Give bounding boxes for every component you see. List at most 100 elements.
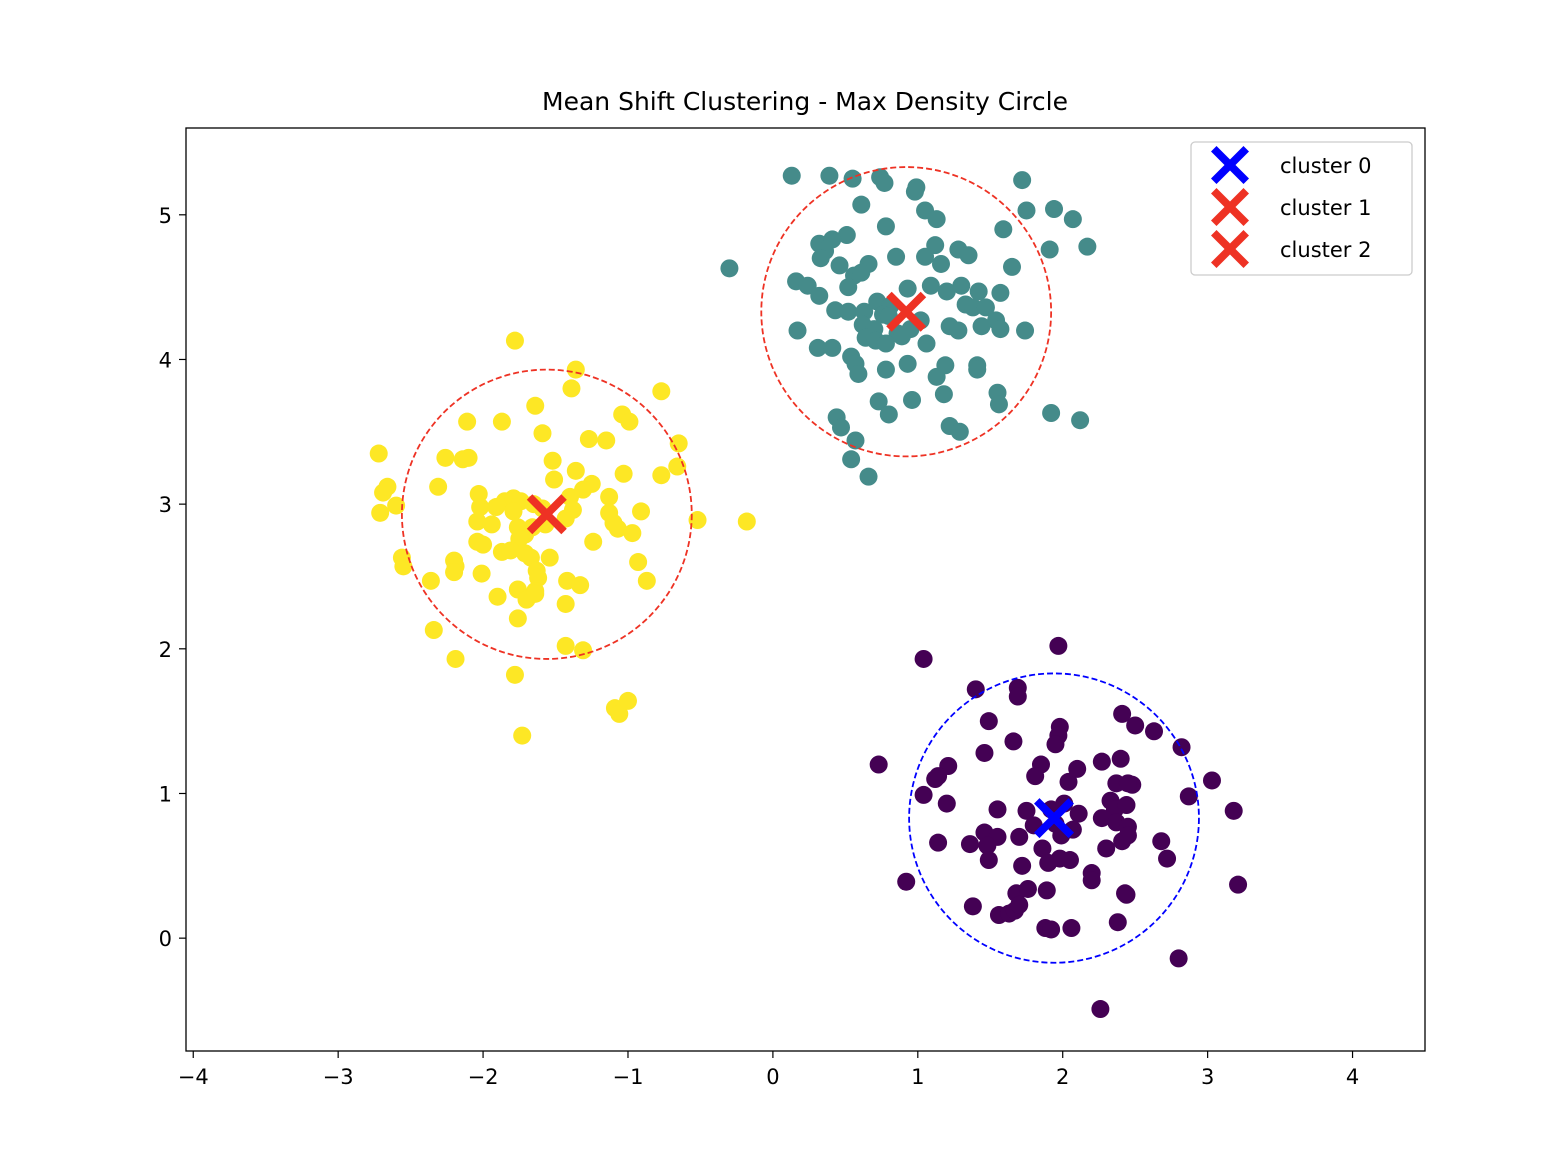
data-point xyxy=(897,872,916,891)
legend-label: cluster 1 xyxy=(1280,196,1371,220)
data-point xyxy=(1229,875,1248,894)
data-point xyxy=(597,431,616,450)
data-point xyxy=(950,422,969,441)
data-point xyxy=(1033,839,1052,858)
data-point xyxy=(907,178,926,197)
x-tick-label: 4 xyxy=(1346,1065,1359,1089)
data-point xyxy=(949,321,968,340)
data-point xyxy=(1013,856,1032,875)
data-point xyxy=(446,649,465,668)
data-point xyxy=(556,594,575,613)
data-point xyxy=(820,166,839,185)
data-point xyxy=(1078,237,1097,256)
data-point xyxy=(1010,895,1029,914)
data-point xyxy=(1097,839,1116,858)
data-point xyxy=(720,259,739,278)
legend-marker xyxy=(1211,146,1249,184)
data-point xyxy=(468,512,487,531)
legend-marker xyxy=(1211,188,1249,226)
data-point xyxy=(1037,881,1056,900)
data-point xyxy=(688,511,707,530)
data-point xyxy=(788,321,807,340)
data-point xyxy=(1068,759,1087,778)
data-point xyxy=(855,302,874,321)
legend-marker xyxy=(1211,230,1249,268)
data-point xyxy=(989,395,1008,414)
data-point xyxy=(471,498,490,517)
data-point xyxy=(574,480,593,499)
x-tick-label: 2 xyxy=(1056,1065,1069,1089)
legend-label: cluster 2 xyxy=(1280,238,1371,262)
y-tick-label: 1 xyxy=(159,782,172,806)
data-point xyxy=(937,794,956,813)
legend-label: cluster 0 xyxy=(1280,154,1371,178)
density-circle xyxy=(760,166,1053,458)
data-point xyxy=(929,833,948,852)
data-point xyxy=(1108,913,1127,932)
data-point xyxy=(875,173,894,192)
cluster-center-marker xyxy=(1034,798,1074,839)
y-tick-label: 4 xyxy=(159,348,172,372)
data-point xyxy=(917,334,936,353)
data-point xyxy=(975,743,994,762)
data-point xyxy=(488,587,507,606)
data-point xyxy=(556,636,575,655)
data-point xyxy=(429,477,448,496)
data-point xyxy=(927,367,946,386)
data-point xyxy=(474,535,493,554)
data-point xyxy=(979,712,998,731)
density-circle xyxy=(908,672,1200,964)
data-point xyxy=(1026,767,1045,786)
x-tick-label: 3 xyxy=(1201,1065,1214,1089)
data-point xyxy=(543,451,562,470)
data-point xyxy=(508,609,527,628)
chart-title: Mean Shift Clustering - Max Density Circ… xyxy=(542,87,1068,116)
data-point xyxy=(472,564,491,583)
data-point xyxy=(574,641,593,660)
data-point xyxy=(533,424,552,443)
data-point xyxy=(927,210,946,229)
data-point xyxy=(903,390,922,409)
data-point xyxy=(504,502,523,521)
data-point xyxy=(852,263,871,282)
data-point xyxy=(469,485,488,504)
data-point xyxy=(823,230,842,249)
data-point xyxy=(1126,716,1145,735)
data-point xyxy=(566,360,585,379)
data-point xyxy=(1118,826,1137,845)
data-point xyxy=(614,464,633,483)
data-point xyxy=(505,665,524,684)
data-point xyxy=(876,217,895,236)
data-point xyxy=(1202,771,1221,790)
x-tick-label: −4 xyxy=(178,1065,209,1089)
data-point xyxy=(852,195,871,214)
data-point xyxy=(1008,687,1027,706)
data-point xyxy=(979,851,998,870)
data-point xyxy=(1063,210,1082,229)
data-point xyxy=(629,553,648,572)
data-point xyxy=(991,283,1010,302)
data-point xyxy=(811,249,830,268)
data-point xyxy=(652,382,671,401)
data-point xyxy=(571,576,590,595)
data-point xyxy=(937,282,956,301)
data-point xyxy=(991,320,1010,339)
data-point xyxy=(610,704,629,723)
data-point xyxy=(387,496,406,515)
data-point xyxy=(608,519,627,538)
data-point xyxy=(843,169,862,188)
data-point xyxy=(1118,774,1137,793)
y-tick-label: 0 xyxy=(159,927,172,951)
data-point xyxy=(1039,853,1058,872)
data-point xyxy=(837,226,856,245)
data-point xyxy=(823,338,842,357)
data-point xyxy=(562,379,581,398)
data-point xyxy=(526,584,545,603)
data-point xyxy=(849,364,868,383)
data-point xyxy=(526,396,545,415)
data-point xyxy=(1013,171,1032,190)
data-point xyxy=(1004,732,1023,751)
data-point xyxy=(482,515,501,534)
data-point xyxy=(959,246,978,265)
